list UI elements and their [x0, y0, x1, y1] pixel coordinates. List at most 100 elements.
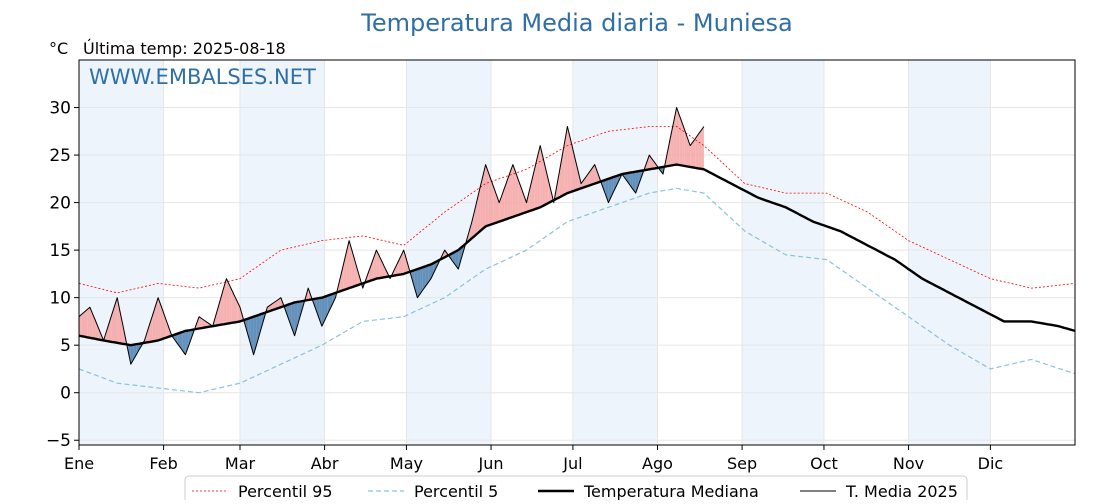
x-tick-label: Nov [893, 454, 924, 473]
fill-above-median [581, 179, 584, 189]
fill-below-median [291, 302, 295, 336]
fill-below-median [130, 344, 134, 365]
fill-above-median [84, 309, 88, 338]
fill-above-median [592, 164, 595, 185]
fill-above-median [507, 172, 511, 219]
fill-above-median [471, 210, 475, 239]
fill-above-median [234, 295, 238, 323]
x-tick-label: Ene [64, 454, 94, 473]
x-tick-label: Jul [562, 454, 582, 473]
fill-below-median [174, 333, 178, 344]
fill-below-median [458, 247, 461, 270]
x-tick-label: Feb [149, 454, 177, 473]
fill-above-median [567, 126, 571, 194]
fill-below-median [182, 330, 186, 355]
plot-frame [78, 59, 1076, 446]
watermark: WWW.EMBALSES.NET [89, 65, 316, 89]
fill-above-median [341, 263, 344, 291]
y-tick-label: 30 [49, 99, 71, 119]
y-tick-label: 25 [49, 146, 71, 166]
fill-above-median [676, 107, 680, 165]
series-line-median [78, 163, 1076, 347]
fill-above-median [518, 179, 522, 215]
fill-above-median [147, 323, 150, 343]
fill-above-median [684, 130, 688, 167]
fill-above-median [570, 138, 573, 193]
fill-above-median [512, 164, 516, 217]
fill-above-median [701, 126, 704, 170]
fill-above-median [106, 323, 109, 342]
fill-below-median [180, 331, 183, 351]
series-lines [78, 107, 1076, 394]
fill-below-median [330, 293, 333, 310]
fill-above-median [403, 250, 407, 274]
fill-above-median [371, 257, 374, 281]
month-band [742, 60, 824, 445]
fill-above-median [119, 311, 123, 344]
fill-above-median [646, 155, 650, 170]
y-tick-label: −5 [46, 431, 71, 451]
deviation-fills [79, 107, 704, 365]
fill-above-median [376, 250, 380, 279]
chart-title: Temperatura Media diaria - Muniesa [360, 9, 792, 37]
fill-above-median [351, 250, 355, 288]
fill-above-median [401, 250, 404, 275]
x-tick-label: Abr [311, 454, 339, 473]
fill-above-median [534, 157, 538, 210]
fill-below-median [632, 171, 636, 194]
fill-below-median [616, 175, 620, 186]
fill-below-median [297, 301, 300, 327]
fill-above-median [201, 318, 205, 329]
last-temp-label: Última temp: 2025-08-18 [83, 39, 286, 58]
fill-above-median [589, 168, 592, 186]
fill-below-median [608, 177, 612, 203]
fill-below-median [321, 296, 325, 327]
fill-above-median [575, 160, 579, 191]
fill-above-median [469, 221, 472, 241]
x-tick-label: Oct [810, 454, 838, 473]
fill-above-median [111, 306, 115, 343]
fill-above-median [510, 164, 513, 218]
legend-label-current: T. Media 2025 [845, 482, 958, 500]
fill-above-median [556, 172, 560, 199]
fill-above-median [373, 250, 377, 280]
fill-above-median [87, 307, 90, 338]
fill-below-median [324, 295, 328, 321]
fill-above-median [354, 259, 358, 287]
legend-label-median: Temperatura Mediana [583, 482, 759, 500]
y-tick-label: 10 [49, 289, 71, 309]
fill-above-median [673, 107, 677, 165]
fill-below-median [428, 264, 431, 283]
fill-below-median [286, 304, 290, 321]
fill-above-median [529, 179, 532, 212]
fill-above-median [275, 299, 279, 310]
fill-above-median [693, 138, 696, 168]
fill-above-median [594, 164, 598, 184]
fill-above-median [166, 320, 169, 338]
fill-below-median [136, 343, 139, 355]
fill-below-median [414, 269, 418, 298]
fill-above-median [540, 145, 543, 208]
fill-below-median [248, 317, 251, 346]
fill-above-median [695, 134, 699, 169]
series-line-current [78, 107, 705, 365]
series-line-p5 [78, 187, 1076, 394]
fill-above-median [218, 297, 221, 326]
fill-below-median [455, 250, 459, 270]
fill-above-median [379, 255, 382, 279]
fill-above-median [81, 311, 85, 337]
x-tick-label: Ago [642, 454, 673, 473]
fill-below-median [422, 266, 426, 290]
fill-above-median [155, 297, 159, 341]
fill-above-median [687, 138, 691, 167]
fill-above-median [682, 122, 685, 166]
legend: Percentil 95 Percentil 5 Temperatura Media… [184, 475, 968, 504]
fill-above-median [95, 320, 99, 340]
fill-above-median [652, 158, 655, 169]
fill-above-median [504, 179, 508, 220]
month-band [908, 60, 991, 445]
fill-below-median [332, 292, 336, 304]
y-tick-label: 5 [60, 336, 71, 356]
month-band [406, 60, 492, 445]
